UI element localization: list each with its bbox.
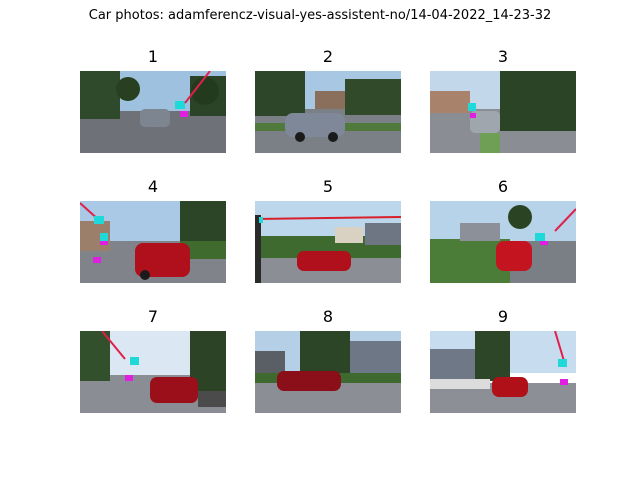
magenta-marker — [125, 375, 133, 381]
magenta-marker — [100, 241, 108, 245]
magenta-marker — [470, 113, 476, 118]
car-photo-1 — [80, 71, 226, 153]
magenta-marker — [560, 379, 568, 385]
panel-title-1: 1 — [147, 47, 159, 66]
cyan-marker — [175, 101, 185, 109]
cyan-marker — [259, 217, 263, 223]
car-photo-9 — [430, 331, 576, 413]
panel-title-3: 3 — [497, 47, 509, 66]
cyan-marker — [130, 357, 139, 365]
panel-title-2: 2 — [322, 47, 334, 66]
car-photo-2 — [255, 71, 401, 153]
figure-title: Car photos: adamferencz-visual-yes-assis… — [88, 8, 552, 23]
panel-title-9: 9 — [497, 307, 509, 326]
panel-title-4: 4 — [147, 177, 159, 196]
panel-title-6: 6 — [497, 177, 509, 196]
car-photo-4 — [80, 201, 226, 283]
car-photo-6 — [430, 201, 576, 283]
panel-title-7: 7 — [147, 307, 159, 326]
cyan-marker — [94, 216, 104, 224]
panel-title-5: 5 — [322, 177, 334, 196]
cyan-marker — [535, 233, 545, 241]
panel-title-8: 8 — [322, 307, 334, 326]
magenta-marker — [180, 111, 188, 117]
cyan-marker — [468, 103, 476, 111]
car-photo-5 — [255, 201, 401, 283]
car-photo-7 — [80, 331, 226, 413]
magenta-marker — [540, 241, 548, 245]
cyan-marker — [558, 359, 567, 367]
car-photo-3 — [430, 71, 576, 153]
car-photo-8 — [255, 331, 401, 413]
